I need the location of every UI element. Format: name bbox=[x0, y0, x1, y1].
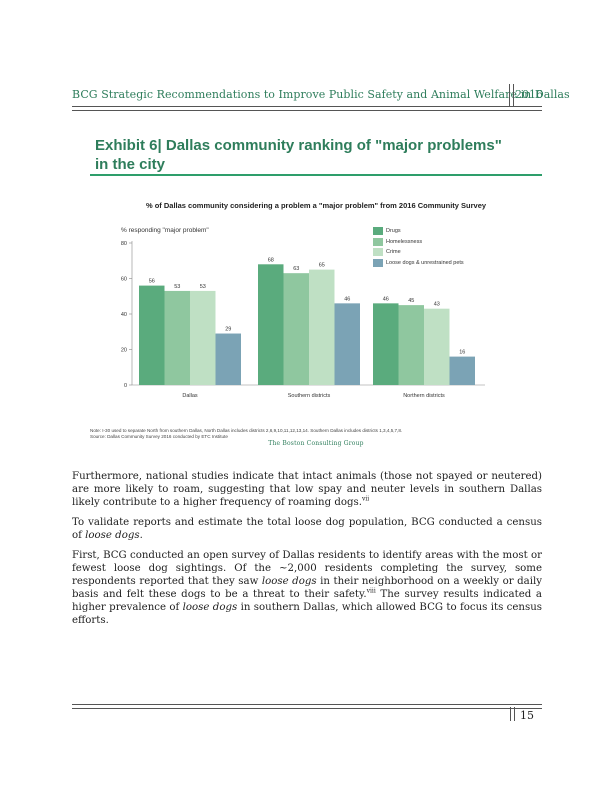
data-label: 46 bbox=[383, 296, 389, 302]
bar bbox=[449, 356, 475, 385]
paragraph-text: in their neighborhood on a weekly or dai… bbox=[72, 576, 542, 600]
footer-rule bbox=[72, 704, 542, 709]
bar-chart: 0 20 40 60 80 56 53 53 29 Dallas 68 63 65 46 Southern … bbox=[121, 241, 485, 399]
data-label: 56 bbox=[149, 279, 155, 285]
paragraph-text: The survey results indicated a higher pr… bbox=[72, 589, 543, 613]
y-tick-label: 40 bbox=[121, 312, 127, 318]
exhibit-rule bbox=[90, 174, 542, 176]
paragraph-text: Furthermore, national studies indicate t… bbox=[72, 471, 542, 508]
x-tick-label: Dallas bbox=[182, 393, 198, 399]
exhibit-title: Exhibit 6| Dallas community ranking of "… bbox=[95, 137, 502, 173]
bar bbox=[139, 285, 165, 385]
chart-title: % of Dallas community considering a prob… bbox=[145, 201, 487, 210]
legend-label: Crime bbox=[386, 249, 401, 255]
data-label: 65 bbox=[319, 263, 325, 269]
data-label: 16 bbox=[459, 350, 465, 356]
y-tick-label: 80 bbox=[121, 241, 127, 247]
header-title: BCG Strategic Recommendations to Improve… bbox=[72, 88, 570, 101]
exhibit-chart: 0 20 40 60 80 56 53 53 29 Dallas 68 63 65 46 Southern … bbox=[90, 190, 542, 460]
y-tick-label: 60 bbox=[121, 277, 127, 283]
chart-source-text: Source: Dallas Community Survey 2016 con… bbox=[90, 433, 228, 439]
endnote-ref: vii bbox=[362, 495, 370, 503]
bcg-logo: The Boston Consulting Group bbox=[268, 440, 364, 447]
page-header: BCG Strategic Recommendations to Improve… bbox=[72, 84, 570, 106]
data-label: 46 bbox=[344, 296, 350, 302]
data-label: 29 bbox=[225, 327, 231, 333]
paragraph-text: . bbox=[139, 530, 143, 541]
bar bbox=[398, 305, 424, 385]
header-rule bbox=[72, 106, 542, 111]
bar bbox=[190, 290, 216, 385]
legend-label: Loose dogs & unrestrained pets bbox=[386, 259, 464, 266]
legend-swatch bbox=[373, 258, 383, 267]
legend-label: Drugs bbox=[386, 228, 401, 234]
legend-label: Homelessness bbox=[386, 238, 423, 245]
paragraph: Furthermore, national studies indicate t… bbox=[72, 470, 542, 509]
paragraph-text: in southern Dallas, which allowed BCG to… bbox=[72, 602, 542, 626]
data-label: 45 bbox=[408, 298, 414, 304]
bar bbox=[215, 333, 241, 385]
data-label: 53 bbox=[174, 284, 180, 290]
bar bbox=[164, 290, 190, 385]
paragraph-text: To validate reports and estimate the tot… bbox=[72, 517, 542, 541]
data-label: 43 bbox=[434, 302, 440, 308]
italic-term: loose dogs bbox=[85, 530, 140, 541]
data-label: 53 bbox=[200, 284, 206, 290]
data-label: 63 bbox=[293, 266, 299, 272]
paragraph-text: First, BCG conducted an open survey of D… bbox=[72, 550, 542, 587]
legend-swatch bbox=[373, 248, 383, 256]
bar bbox=[373, 303, 399, 385]
y-tick-label: 20 bbox=[121, 348, 127, 354]
data-label: 68 bbox=[268, 257, 274, 263]
body-text: Furthermore, national studies indicate t… bbox=[72, 470, 542, 634]
endnote-ref: viii bbox=[366, 587, 376, 595]
page-number: 15 bbox=[520, 709, 534, 722]
x-tick-label: Northern districts bbox=[403, 393, 445, 399]
paragraph: First, BCG conducted an open survey of D… bbox=[72, 549, 542, 627]
legend-swatch bbox=[373, 227, 383, 235]
footer-separator bbox=[510, 707, 515, 721]
italic-term: loose dogs bbox=[182, 602, 238, 613]
bar bbox=[283, 273, 309, 385]
bar bbox=[334, 303, 360, 385]
bar bbox=[309, 269, 335, 385]
chart-note-text: Note: I-30 used to separate North from s… bbox=[90, 428, 403, 433]
legend-swatch bbox=[373, 237, 383, 246]
bar bbox=[424, 308, 450, 385]
header-year: 2016 bbox=[515, 88, 543, 101]
chart-note: Note: I-30 used to separate North from s… bbox=[90, 428, 542, 439]
x-tick-label: Southern districts bbox=[288, 393, 331, 399]
italic-term: loose dogs bbox=[261, 576, 317, 587]
y-tick-label: 0 bbox=[124, 383, 127, 389]
bar bbox=[258, 264, 284, 385]
y-axis-label: % responding "major problem" bbox=[121, 227, 209, 234]
header-separator bbox=[509, 84, 514, 106]
paragraph: To validate reports and estimate the tot… bbox=[72, 516, 542, 542]
